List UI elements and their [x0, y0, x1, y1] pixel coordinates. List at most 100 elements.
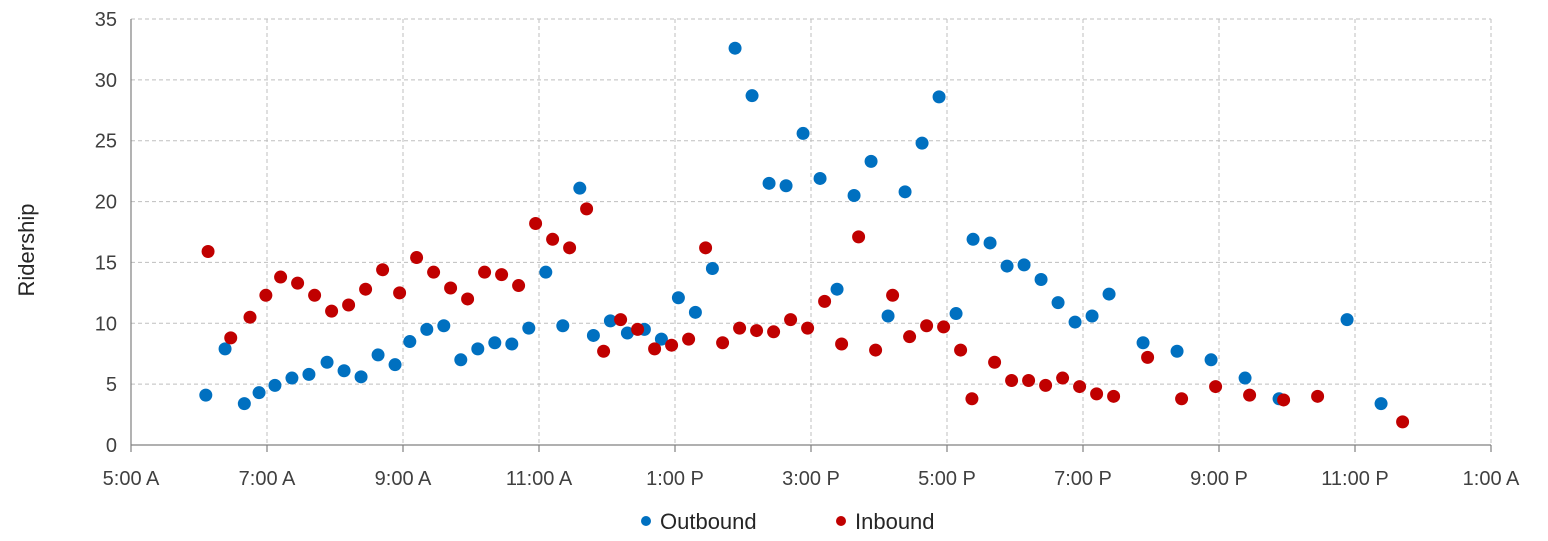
- inbound-point: [937, 320, 951, 334]
- y-tick-label: 30: [95, 70, 117, 92]
- outbound-point: [488, 336, 502, 350]
- outbound-point: [654, 332, 668, 346]
- outbound-point: [218, 342, 232, 356]
- outbound-point: [620, 326, 634, 340]
- inbound-point: [325, 304, 339, 318]
- outbound-point: [337, 364, 351, 378]
- inbound-point: [580, 202, 594, 216]
- inbound-point: [393, 286, 407, 300]
- x-tick-label: 9:00 P: [1190, 468, 1248, 490]
- outbound-point: [420, 322, 434, 336]
- outbound-point: [728, 41, 742, 55]
- inbound-point: [835, 337, 849, 351]
- inbound-point: [274, 270, 288, 284]
- legend-item-outbound: Outbound: [641, 509, 757, 534]
- outbound-point: [745, 89, 759, 103]
- outbound-point: [1374, 397, 1388, 411]
- inbound-point: [801, 321, 815, 335]
- outbound-point: [949, 307, 963, 321]
- inbound-point: [478, 265, 492, 279]
- inbound-point: [1175, 392, 1189, 406]
- inbound-point: [1209, 380, 1223, 394]
- outbound-point: [1238, 371, 1252, 385]
- inbound-point: [1396, 415, 1410, 429]
- inbound-point: [869, 343, 883, 357]
- outbound-point: [1085, 309, 1099, 323]
- x-tick-label: 7:00 A: [239, 468, 296, 490]
- outbound-point: [252, 386, 266, 400]
- x-tick-label: 11:00 A: [506, 468, 573, 490]
- inbound-point: [597, 344, 611, 358]
- inbound-point: [444, 281, 458, 295]
- inbound-point: [699, 241, 713, 255]
- inbound-point: [1090, 387, 1104, 401]
- grid: [131, 18, 1492, 445]
- legend-marker-inbound: [836, 516, 846, 526]
- inbound-point: [563, 241, 577, 255]
- outbound-point: [864, 154, 878, 168]
- outbound-point: [762, 176, 776, 190]
- outbound-point: [285, 371, 299, 385]
- inbound-point: [988, 355, 1002, 369]
- y-tick-label: 25: [95, 131, 117, 153]
- inbound-point: [750, 324, 764, 338]
- inbound-point: [359, 282, 373, 296]
- outbound-point: [539, 265, 553, 279]
- outbound-point: [354, 370, 368, 384]
- inbound-point: [376, 263, 390, 277]
- inbound-point: [512, 279, 526, 293]
- x-tick-label: 1:00 A: [1463, 468, 1520, 490]
- inbound-point: [427, 265, 441, 279]
- outbound-point: [556, 319, 570, 333]
- inbound-point: [716, 336, 730, 350]
- outbound-point: [1204, 353, 1218, 367]
- y-tick-label: 10: [95, 313, 117, 335]
- x-tick-label: 11:00 P: [1321, 468, 1388, 490]
- legend-label: Inbound: [855, 509, 935, 534]
- outbound-point: [403, 335, 417, 349]
- x-tick-label: 9:00 A: [375, 468, 432, 490]
- inbound-point: [631, 322, 645, 336]
- outbound-point: [1017, 258, 1031, 272]
- inbound-point: [1056, 371, 1070, 385]
- outbound-point: [268, 378, 282, 392]
- outbound-point: [437, 319, 451, 333]
- outbound-point: [813, 171, 827, 185]
- y-axis-ticks: 0 5 10 15 20 25 30 35: [95, 9, 117, 457]
- outbound-point: [966, 232, 980, 246]
- inbound-point: [1141, 350, 1155, 364]
- inbound-point: [682, 332, 696, 346]
- inbound-point: [1311, 389, 1325, 403]
- inbound-point: [648, 342, 662, 356]
- inbound-point: [886, 288, 900, 302]
- inbound-point: [733, 321, 747, 335]
- inbound-point: [920, 319, 934, 333]
- y-axis-title: Ridership: [14, 204, 39, 297]
- legend-item-inbound: Inbound: [836, 509, 935, 534]
- outbound-point: [603, 314, 617, 328]
- inbound-point: [461, 292, 475, 306]
- legend-marker-outbound: [641, 516, 651, 526]
- inbound-point: [1005, 373, 1019, 387]
- inbound-point: [1073, 380, 1087, 394]
- x-tick-label: 3:00 P: [782, 468, 840, 490]
- inbound-point: [852, 230, 866, 244]
- inbound-point: [308, 288, 322, 302]
- outbound-point: [371, 348, 385, 362]
- x-tick-label: 5:00 A: [103, 468, 160, 490]
- y-tick-label: 15: [95, 252, 117, 274]
- outbound-point: [505, 337, 519, 351]
- outbound-point: [1034, 272, 1048, 286]
- outbound-point: [586, 328, 600, 342]
- inbound-point: [954, 343, 968, 357]
- inbound-point: [529, 216, 543, 230]
- outbound-point: [320, 355, 334, 369]
- outbound-point: [454, 353, 468, 367]
- outbound-point: [237, 397, 251, 411]
- inbound-point: [410, 251, 424, 265]
- outbound-point: [881, 309, 895, 323]
- outbound-point: [671, 291, 685, 305]
- outbound-point: [1051, 296, 1065, 310]
- outbound-point: [522, 321, 536, 335]
